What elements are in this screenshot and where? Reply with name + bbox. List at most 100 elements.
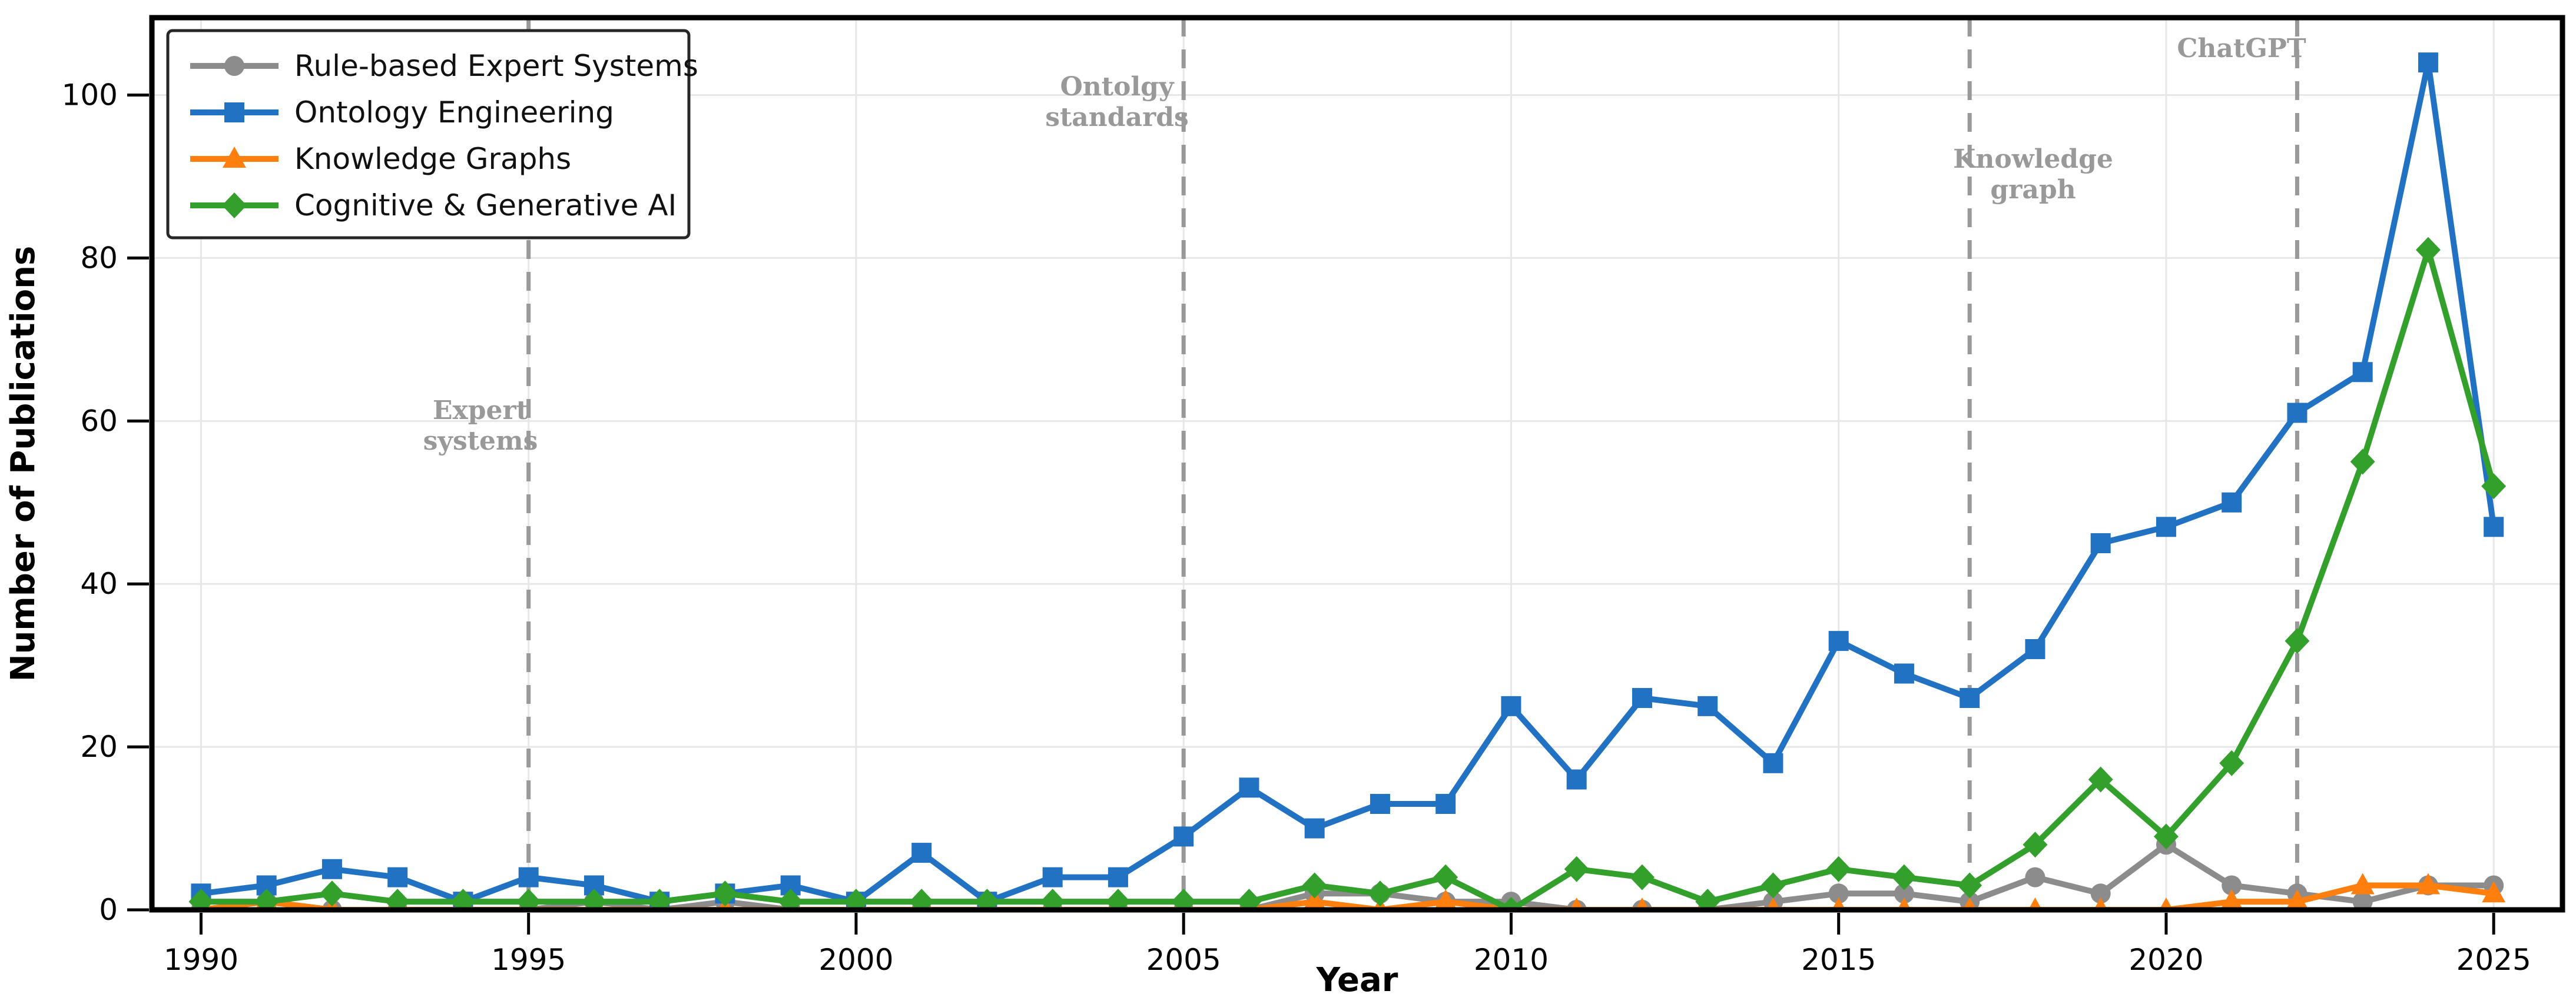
- triangle-marker: [1635, 897, 1649, 910]
- diamond-marker: [2285, 628, 2310, 654]
- series-ontology-engineering: [191, 52, 2504, 910]
- square-marker: [2156, 517, 2176, 537]
- diamond-marker: [1498, 897, 1524, 910]
- square-marker: [1501, 696, 1521, 716]
- diamond-marker: [319, 880, 344, 907]
- square-marker: [1042, 867, 1063, 887]
- x-tick-label: 2000: [818, 943, 893, 977]
- diamond-marker: [974, 889, 1000, 910]
- x-tick-label: 2020: [2129, 943, 2203, 977]
- triangle-marker: [2482, 881, 2506, 903]
- event-annotation: Knowledge graph: [1953, 144, 2113, 205]
- diamond-marker: [1957, 872, 1982, 899]
- y-tick-label: 40: [80, 567, 118, 601]
- triangle-marker: [1962, 897, 1977, 910]
- x-tick-label: 1995: [491, 943, 566, 977]
- triangle-marker: [2094, 897, 2108, 910]
- square-marker: [1370, 794, 1390, 814]
- diamond-marker: [909, 889, 934, 910]
- square-marker: [2352, 362, 2373, 383]
- plot-border: [149, 15, 2565, 913]
- diamond-marker: [712, 880, 738, 907]
- square-marker: [1239, 777, 1259, 798]
- event-lines: Expert systems Ontolgy standards Knowledge gr…: [423, 18, 2306, 910]
- diamond-marker: [188, 889, 214, 910]
- y-tick-label: 80: [80, 241, 118, 275]
- square-marker: [1632, 688, 1652, 709]
- triangle-marker: [2286, 889, 2309, 910]
- square-marker: [2025, 639, 2045, 659]
- diamond-marker: [516, 889, 541, 910]
- circle-marker: [2352, 892, 2373, 910]
- diamond-marker: [1367, 880, 1393, 907]
- x-tick-label: 1990: [164, 943, 238, 977]
- circle-marker: [224, 56, 244, 76]
- x-tick-label: 2025: [2456, 943, 2531, 977]
- series-cognitive-generative-ai: [188, 237, 2507, 910]
- legend-box: [166, 29, 691, 240]
- diamond-marker: [2219, 750, 2245, 776]
- diamond-marker: [1236, 889, 1262, 910]
- diamond-marker: [1105, 889, 1130, 910]
- axes-box: [149, 15, 2565, 913]
- square-marker: [1960, 688, 1980, 709]
- event-annotation: Expert systems: [423, 395, 538, 456]
- square-marker: [1698, 696, 1718, 716]
- legend: Rule-based Expert Systems Ontology Engine…: [166, 29, 698, 240]
- diamond-marker: [1695, 889, 1720, 910]
- diamond-marker: [1564, 856, 1589, 882]
- square-marker: [2090, 533, 2111, 553]
- square-marker: [321, 859, 342, 879]
- square-marker: [224, 102, 244, 122]
- circle-marker: [2090, 883, 2111, 904]
- diamond-marker: [222, 192, 247, 218]
- square-marker: [2418, 52, 2438, 73]
- square-marker: [1828, 631, 1849, 651]
- series-line: [198, 59, 2497, 905]
- circle-marker: [2025, 867, 2045, 887]
- diamond-marker: [2350, 448, 2375, 475]
- diamond-marker: [843, 889, 868, 910]
- axis-ticks: 1990 1995 2000 2005 2010 2015 2020 2025 0 20 40 60 8…: [62, 78, 2531, 977]
- diamond-marker: [1171, 889, 1196, 910]
- y-tick-label: 0: [99, 893, 118, 927]
- gridlines: [152, 18, 2562, 910]
- triangle-marker: [2159, 897, 2173, 910]
- triangle-marker: [1570, 897, 1584, 910]
- square-marker: [1108, 867, 1128, 887]
- diamond-marker: [385, 889, 410, 910]
- legend-label: Rule-based Expert Systems: [294, 49, 698, 83]
- y-tick-label: 60: [80, 404, 118, 438]
- square-marker: [911, 843, 932, 863]
- legend-label: Knowledge Graphs: [294, 142, 571, 176]
- legend-label: Cognitive & Generative AI: [294, 188, 677, 222]
- series-line: [198, 882, 2497, 910]
- diamond-marker: [2023, 832, 2048, 858]
- square-marker: [1763, 753, 1783, 773]
- event-annotation: ChatGPT: [2177, 34, 2306, 64]
- square-marker: [2484, 517, 2504, 537]
- legend-item: Cognitive & Generative AI: [190, 188, 677, 222]
- diamond-marker: [1891, 864, 1917, 890]
- x-tick-label: 2015: [1801, 943, 1876, 977]
- diamond-marker: [581, 889, 606, 910]
- diamond-marker: [254, 889, 279, 910]
- y-tick-label: 20: [80, 730, 118, 764]
- diamond-marker: [2415, 237, 2441, 263]
- series-line: [198, 247, 2497, 910]
- diamond-marker: [1433, 864, 1458, 890]
- triangle-marker: [2028, 897, 2043, 910]
- circle-marker: [1828, 883, 1849, 904]
- triangle-marker: [1434, 889, 1457, 910]
- diamond-marker: [2153, 823, 2179, 850]
- diamond-marker: [1302, 872, 1327, 899]
- triangle-marker: [223, 147, 246, 168]
- triangle-marker: [1832, 897, 1846, 910]
- triangle-marker: [2416, 873, 2440, 895]
- triangle-marker: [2350, 873, 2375, 895]
- circle-marker: [1894, 883, 1914, 904]
- y-axis-label: Number of Publications: [4, 246, 42, 682]
- circle-marker: [2222, 875, 2242, 896]
